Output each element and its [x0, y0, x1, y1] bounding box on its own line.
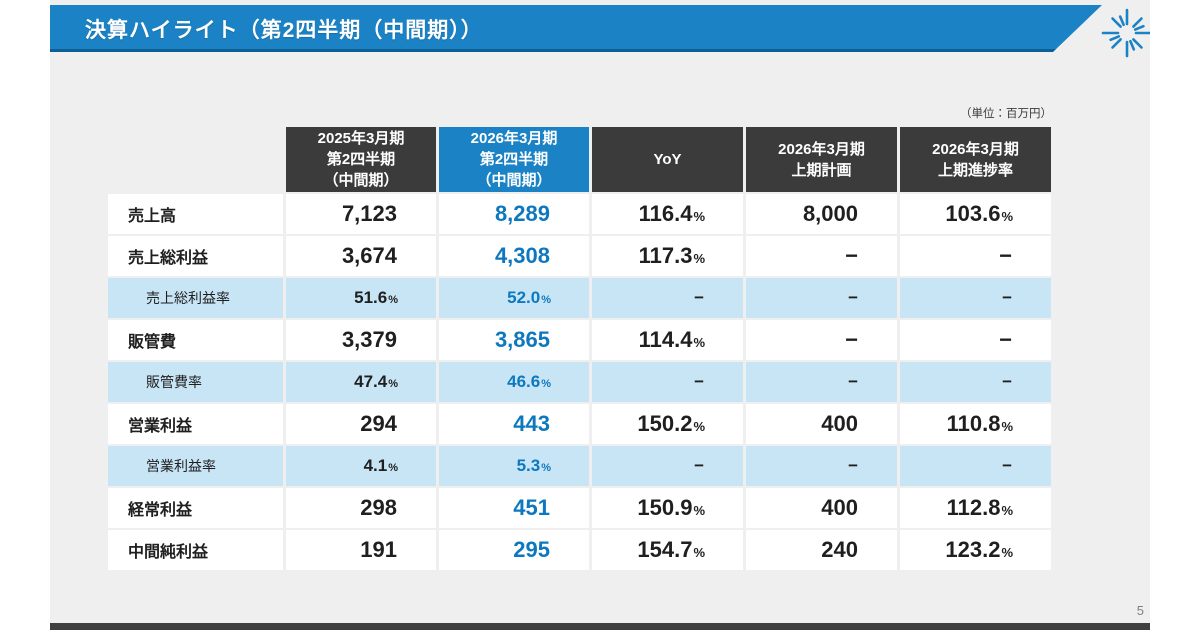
- cell-2026: 295: [439, 530, 589, 570]
- cell-progress: −: [900, 278, 1051, 318]
- cell-progress: 110.8%: [900, 404, 1051, 444]
- starburst-icon: [1101, 8, 1150, 58]
- cell-yoy: −: [592, 278, 743, 318]
- cell-progress: 112.8%: [900, 488, 1051, 528]
- cell-plan: 8,000: [746, 194, 897, 234]
- cell-2026: 4,308: [439, 236, 589, 276]
- header-2026q2: 2026年3月期 第2四半期 （中間期）: [439, 127, 589, 192]
- page-number: 5: [1136, 603, 1144, 618]
- cell-yoy: −: [592, 362, 743, 402]
- financial-table: 2025年3月期 第2四半期 （中間期） 2026年3月期 第2四半期 （中間期…: [108, 127, 1051, 570]
- row-label: 販管費率: [108, 362, 283, 402]
- cell-yoy: −: [592, 446, 743, 486]
- footer-bar: [50, 623, 1150, 630]
- cell-2025: 3,674: [286, 236, 436, 276]
- cell-yoy: 117.3%: [592, 236, 743, 276]
- row-label: 営業利益: [108, 404, 283, 444]
- cell-plan: −: [746, 278, 897, 318]
- slide: 決算ハイライト（第2四半期（中間期）） （単位：百万円） 2025年3月期 第2…: [50, 0, 1150, 630]
- title-bar: 決算ハイライト（第2四半期（中間期））: [50, 5, 1102, 52]
- cell-2025: 51.6%: [286, 278, 436, 318]
- unit-note: （単位：百万円）: [960, 108, 1052, 120]
- cell-plan: −: [746, 236, 897, 276]
- cell-2025: 191: [286, 530, 436, 570]
- cell-yoy: 154.7%: [592, 530, 743, 570]
- cell-progress: 103.6%: [900, 194, 1051, 234]
- cell-progress: −: [900, 236, 1051, 276]
- cell-plan: 400: [746, 488, 897, 528]
- cell-2026: 8,289: [439, 194, 589, 234]
- row-label: 中間純利益: [108, 530, 283, 570]
- cell-plan: −: [746, 362, 897, 402]
- cell-yoy: 114.4%: [592, 320, 743, 360]
- cell-yoy: 150.9%: [592, 488, 743, 528]
- cell-plan: −: [746, 320, 897, 360]
- cell-yoy: 116.4%: [592, 194, 743, 234]
- cell-2026: 451: [439, 488, 589, 528]
- cell-2026: 46.6%: [439, 362, 589, 402]
- header-2025q2: 2025年3月期 第2四半期 （中間期）: [286, 127, 436, 192]
- cell-plan: 400: [746, 404, 897, 444]
- cell-2025: 47.4%: [286, 362, 436, 402]
- cell-2025: 298: [286, 488, 436, 528]
- row-label: 売上総利益: [108, 236, 283, 276]
- cell-plan: 240: [746, 530, 897, 570]
- cell-2025: 294: [286, 404, 436, 444]
- cell-2025: 7,123: [286, 194, 436, 234]
- cell-progress: −: [900, 362, 1051, 402]
- row-label: 売上高: [108, 194, 283, 234]
- cell-2026: 443: [439, 404, 589, 444]
- page-title: 決算ハイライト（第2四半期（中間期））: [85, 18, 483, 42]
- header-yoy: YoY: [592, 127, 743, 192]
- cell-2026: 52.0%: [439, 278, 589, 318]
- cell-2025: 4.1%: [286, 446, 436, 486]
- row-label: 販管費: [108, 320, 283, 360]
- cell-yoy: 150.2%: [592, 404, 743, 444]
- header-blank-cell: [108, 127, 283, 192]
- cell-2026: 3,865: [439, 320, 589, 360]
- cell-progress: −: [900, 320, 1051, 360]
- header-plan: 2026年3月期 上期計画: [746, 127, 897, 192]
- cell-progress: 123.2%: [900, 530, 1051, 570]
- cell-2025: 3,379: [286, 320, 436, 360]
- row-label: 営業利益率: [108, 446, 283, 486]
- cell-2026: 5.3%: [439, 446, 589, 486]
- row-label: 経常利益: [108, 488, 283, 528]
- row-label: 売上総利益率: [108, 278, 283, 318]
- header-progress: 2026年3月期 上期進捗率: [900, 127, 1051, 192]
- cell-plan: −: [746, 446, 897, 486]
- cell-progress: −: [900, 446, 1051, 486]
